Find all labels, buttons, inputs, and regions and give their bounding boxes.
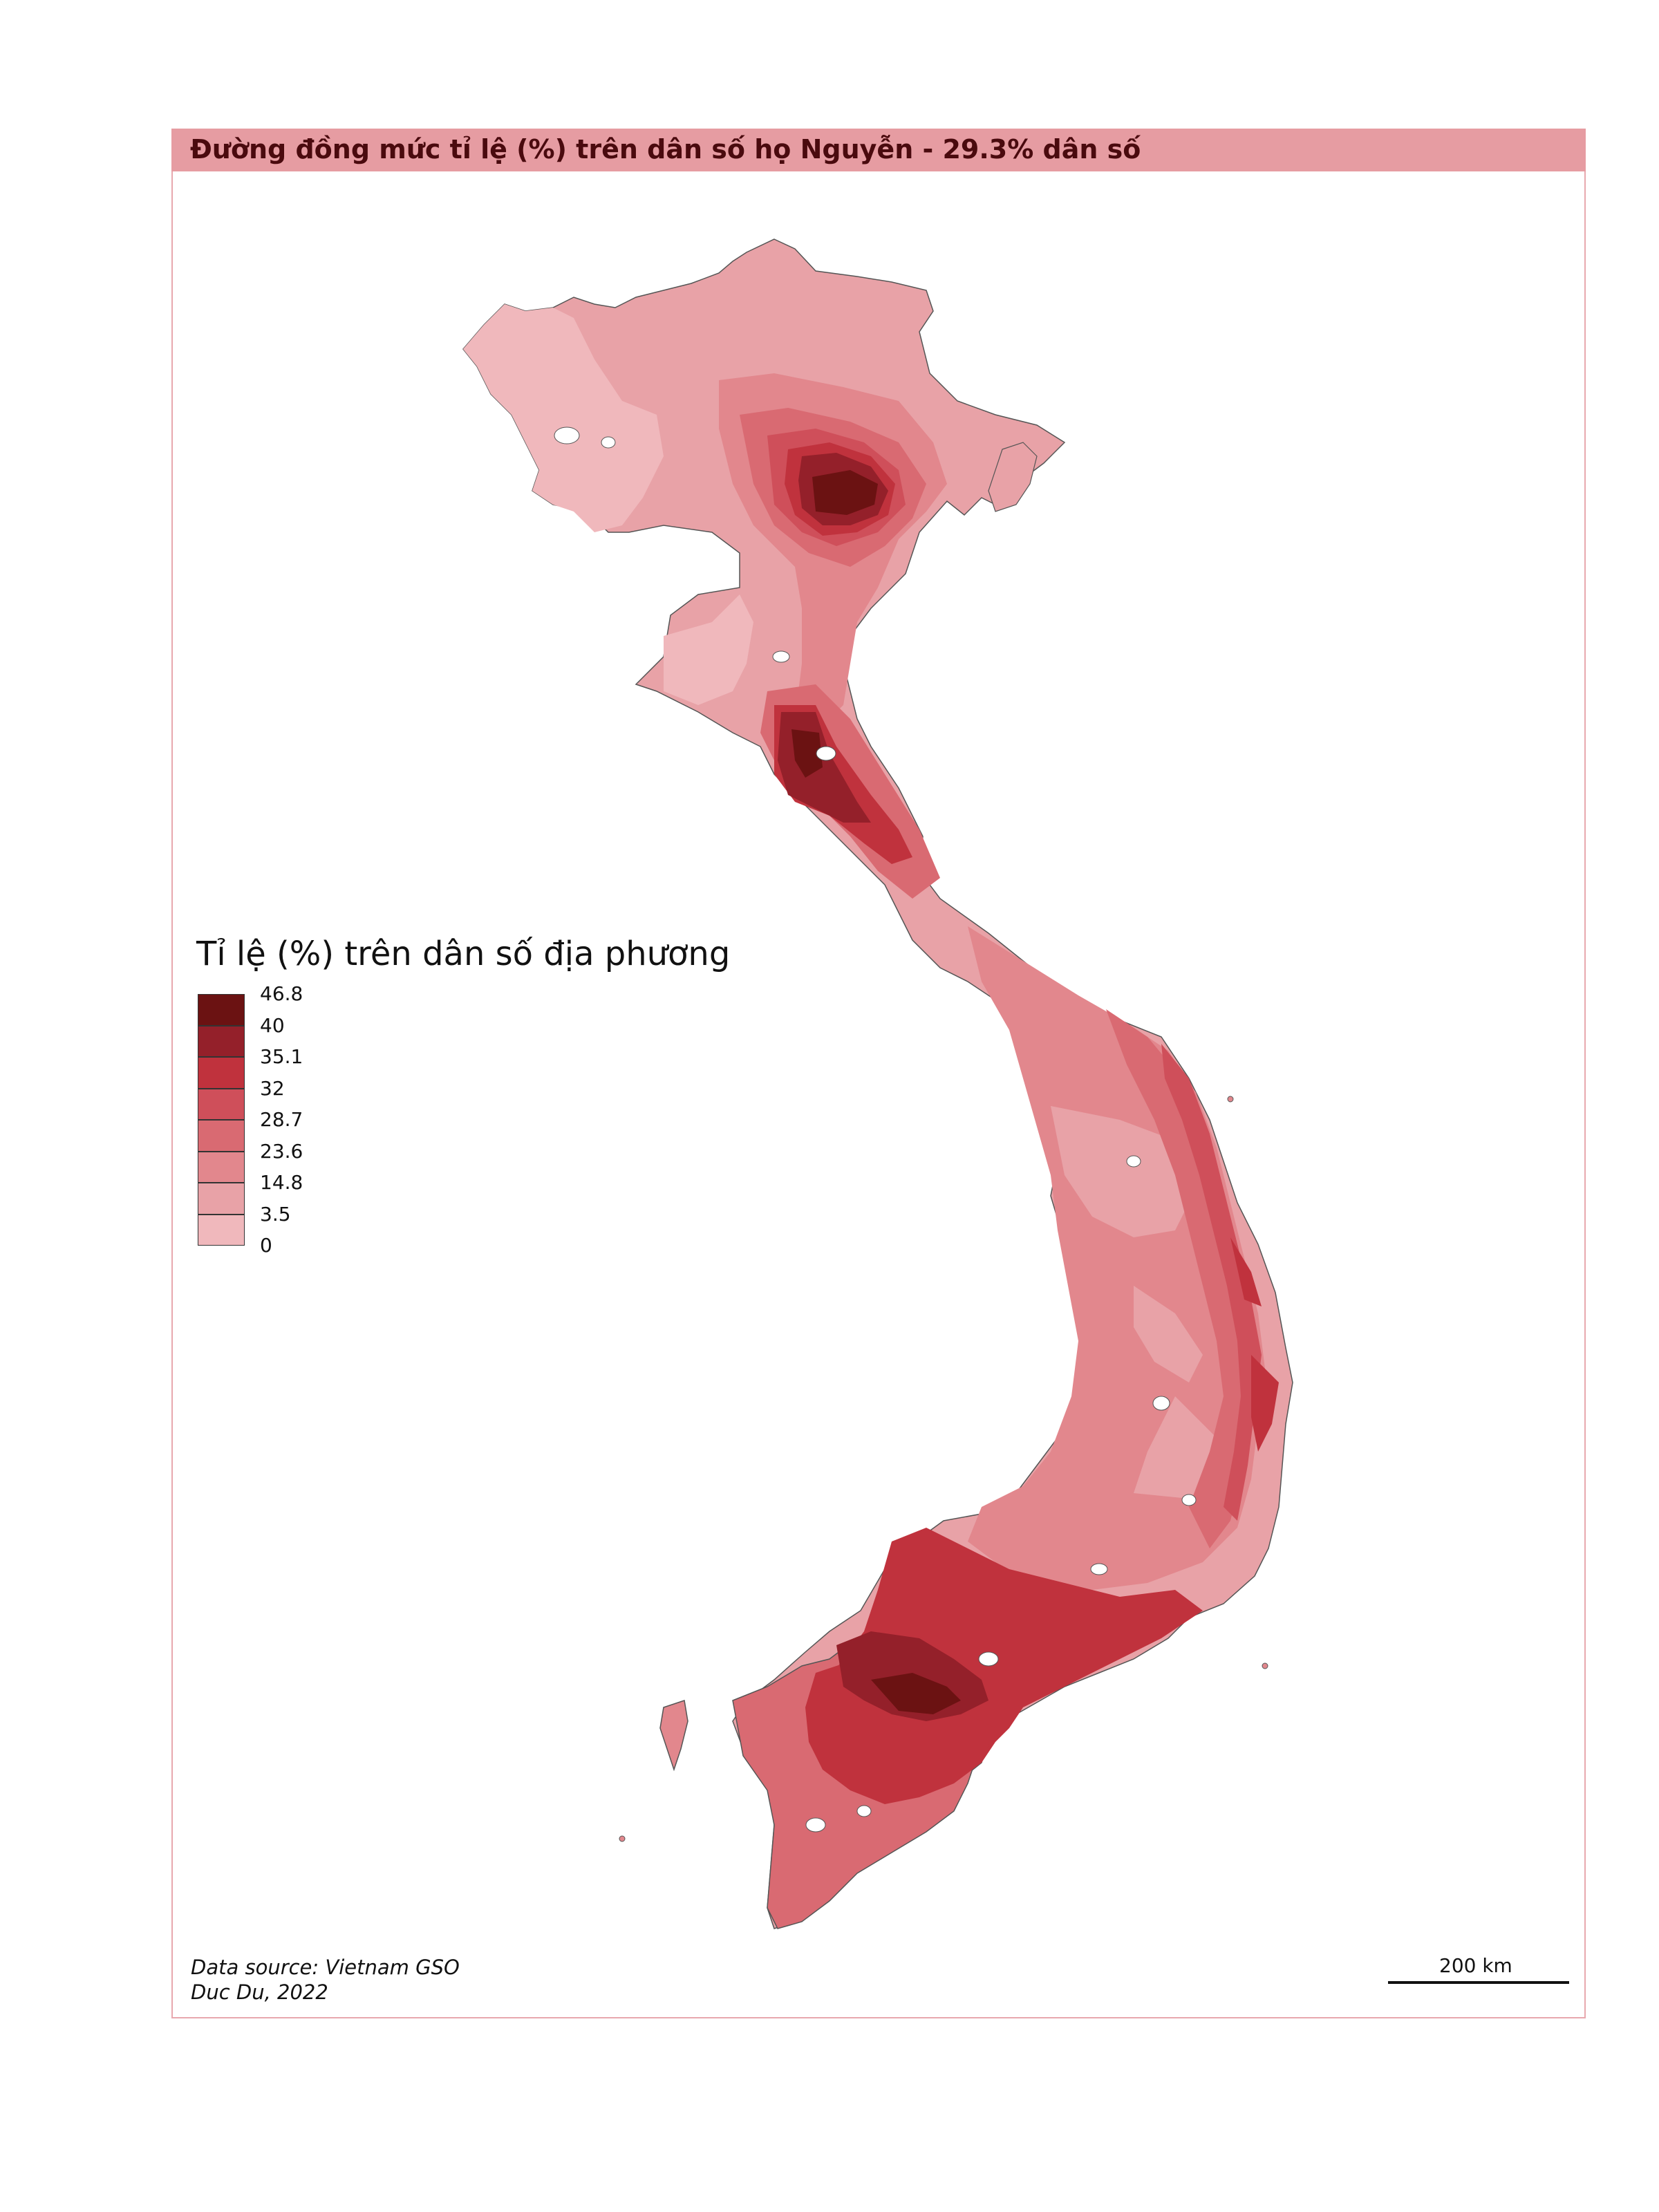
mekong-band-2: [805, 1659, 995, 1804]
legend-swatch: [198, 1214, 245, 1246]
legend-break-label: 46.8: [260, 982, 303, 1005]
central-highland-low-band-2: [1134, 1286, 1203, 1382]
source-line-2: Duc Du, 2022: [191, 1980, 328, 2004]
title-bar: [171, 129, 1586, 171]
central-highland-low-band: [1051, 1106, 1196, 1237]
scale-bar-label: 200 km: [1439, 1954, 1512, 1977]
map-title: Đường đồng mức tỉ lệ (%) trên dân số họ …: [190, 134, 1141, 165]
phu-quoc-island: [659, 1700, 688, 1772]
legend-swatch: [198, 1183, 245, 1215]
source-line-1: Data source: Vietnam GSO: [191, 1956, 460, 1979]
legend-swatch: [198, 994, 245, 1026]
red-river-delta-peak: [812, 470, 878, 515]
legend-break-label: 32: [260, 1076, 285, 1100]
ha-long-islands: [988, 442, 1038, 512]
legend-title: Tỉ lệ (%) trên dân số địa phương: [196, 935, 731, 973]
legend-break-label: 3.5: [260, 1202, 291, 1226]
legend-break-label: 40: [260, 1013, 285, 1037]
legend-break-label: 23.6: [260, 1139, 303, 1163]
legend-swatch: [198, 1025, 245, 1057]
northwest-low-band: [463, 304, 664, 532]
legend-break-label: 0: [260, 1234, 272, 1257]
mekong-peak: [871, 1673, 961, 1714]
lake-holes: [554, 427, 1197, 1833]
scale-bar: [1388, 1981, 1569, 1984]
island-dot: [1227, 1096, 1234, 1103]
legend-swatch: [198, 1151, 245, 1183]
island-dot: [619, 1835, 626, 1842]
legend-break-label: 35.1: [260, 1045, 303, 1068]
central-coast-band-2: [1106, 1009, 1258, 1548]
north-central-coast-peak: [791, 729, 823, 778]
central-coast-band-4: [1230, 1237, 1279, 1452]
legend-swatch: [198, 1120, 245, 1152]
legend-break-label: 14.8: [260, 1171, 303, 1194]
island-dot: [1262, 1662, 1268, 1669]
north-central-low-band: [664, 594, 753, 705]
legend-swatch: [198, 1057, 245, 1089]
legend-break-label: 28.7: [260, 1108, 303, 1131]
data-source-note: Data source: Vietnam GSO Duc Du, 2022: [191, 1955, 460, 2005]
legend-swatch: [198, 1088, 245, 1120]
